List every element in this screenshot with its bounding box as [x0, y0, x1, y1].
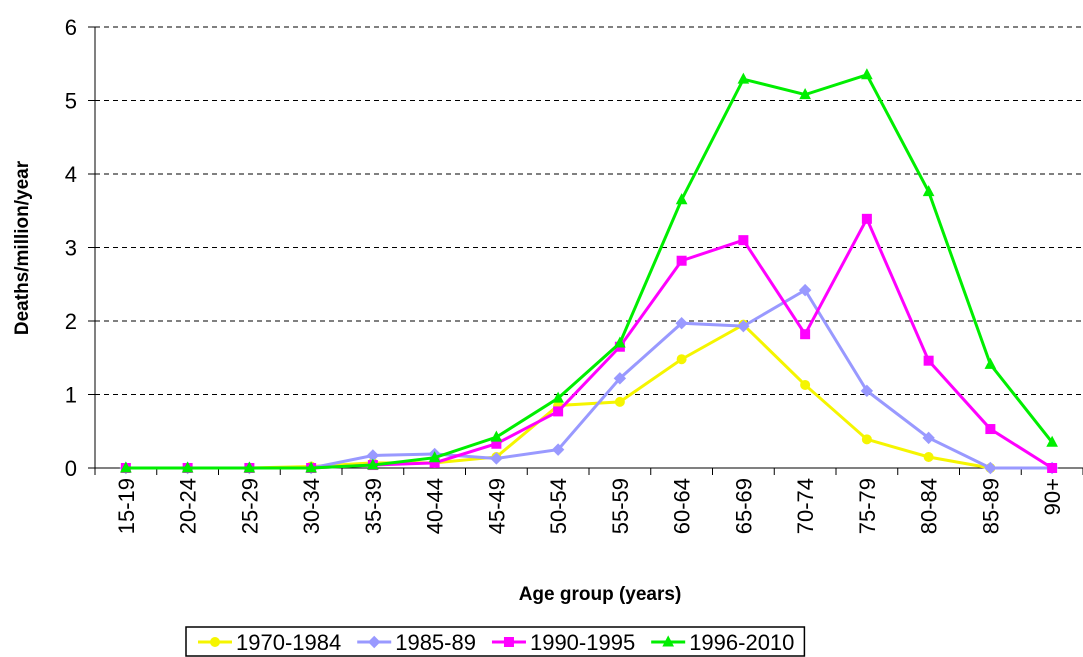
marker — [985, 424, 996, 435]
y-axis-title: Deaths/million/year — [12, 160, 33, 335]
marker — [210, 637, 220, 647]
marker — [368, 635, 381, 649]
marker — [984, 357, 997, 369]
marker — [676, 255, 687, 266]
marker — [1046, 435, 1058, 447]
marker — [675, 316, 688, 330]
marker — [490, 430, 503, 442]
marker — [614, 336, 626, 348]
marker — [367, 458, 379, 470]
marker — [428, 451, 441, 463]
marker — [120, 461, 132, 473]
marker — [923, 451, 934, 462]
marker — [738, 235, 749, 246]
marker — [181, 461, 194, 473]
marker — [305, 461, 317, 473]
marker — [551, 443, 565, 456]
y-tick-label: 5 — [65, 89, 77, 114]
marker — [861, 68, 873, 80]
marker — [553, 406, 564, 417]
marker — [676, 354, 687, 365]
legend-label: 1985-89 — [395, 630, 476, 655]
x-tick-label: 80-84 — [917, 478, 942, 534]
x-tick-label: 50-54 — [546, 478, 571, 534]
x-tick-label: 25-29 — [237, 478, 262, 534]
y-tick-label: 4 — [65, 162, 77, 187]
marker — [503, 637, 514, 647]
x-tick-label: 70-74 — [793, 478, 818, 534]
x-tick-label: 90+ — [1040, 478, 1065, 515]
marker — [662, 635, 675, 647]
marker — [613, 372, 627, 385]
x-tick-label: 65-69 — [731, 478, 756, 534]
x-tick-label: 75-79 — [855, 478, 880, 534]
x-tick-label: 45-49 — [484, 478, 509, 534]
legend-label: 1996-2010 — [689, 630, 794, 655]
y-tick-label: 6 — [65, 15, 77, 40]
marker — [861, 213, 872, 224]
y-tick-label: 3 — [65, 236, 77, 261]
x-tick-label: 40-44 — [423, 478, 448, 534]
x-tick-label: 15-19 — [114, 478, 139, 534]
marker — [614, 396, 625, 407]
legend-label: 1990-1995 — [530, 630, 635, 655]
marker — [675, 193, 688, 205]
marker — [1047, 463, 1058, 473]
y-tick-label: 2 — [65, 309, 77, 334]
marker — [800, 329, 811, 340]
x-tick-label: 35-39 — [361, 478, 386, 534]
marker — [923, 355, 934, 366]
x-axis-title: Age group (years) — [519, 584, 682, 605]
x-tick-label: 20-24 — [176, 478, 201, 534]
x-tick-label: 85-89 — [978, 478, 1003, 534]
legend: 1970-1984 1985-89 1990-1995 1996-2010 — [185, 626, 806, 657]
marker — [737, 72, 750, 84]
marker — [799, 88, 811, 100]
marker — [243, 461, 256, 473]
marker — [800, 379, 811, 390]
y-tick-label: 0 — [65, 456, 77, 481]
marker — [984, 461, 997, 475]
marker — [798, 283, 812, 297]
x-tick-label: 30-34 — [299, 478, 324, 534]
x-tick-label: 55-59 — [608, 478, 633, 534]
marker — [490, 452, 503, 465]
marker — [922, 431, 935, 445]
marker — [861, 434, 872, 445]
y-tick-label: 1 — [65, 383, 77, 408]
x-tick-label: 60-64 — [670, 478, 695, 534]
marker — [922, 185, 935, 197]
series-line — [125, 215, 1053, 470]
legend-label: 1970-1984 — [236, 630, 341, 655]
marker — [860, 384, 874, 398]
marker — [737, 319, 750, 333]
series-line — [125, 72, 1054, 470]
marker — [552, 391, 564, 403]
